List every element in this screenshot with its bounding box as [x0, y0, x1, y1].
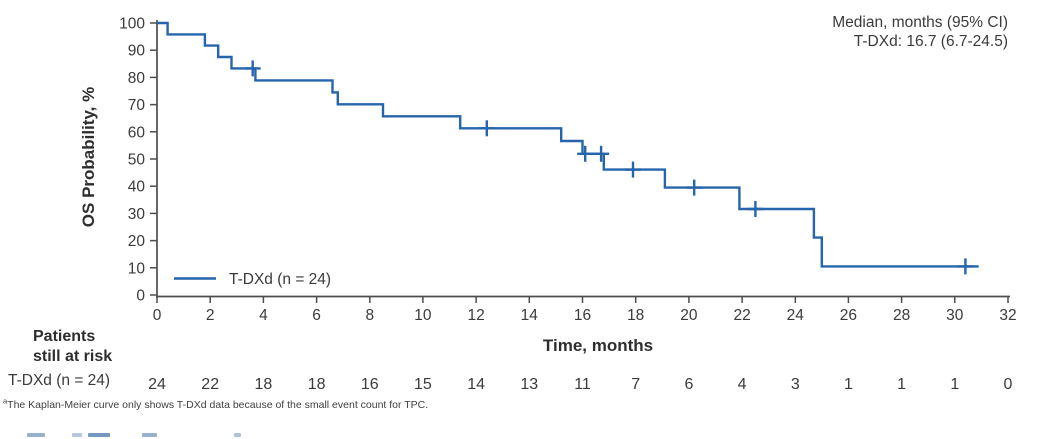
median-annotation-header: Median, months (95% CI): [832, 14, 1008, 31]
clipped-heading-fragment: [27, 433, 45, 437]
x-tick-label: 6: [312, 307, 321, 324]
x-tick-label: 10: [414, 307, 432, 324]
at-risk-value: 11: [574, 376, 591, 393]
y-tick-label: 0: [136, 288, 145, 305]
at-risk-header: Patients still at risk: [33, 327, 112, 366]
at-risk-value: 22: [201, 376, 219, 393]
at-risk-row-label: T-DXd (n = 24): [8, 372, 111, 389]
y-tick-label: 30: [128, 206, 146, 223]
at-risk-value: 1: [950, 376, 959, 393]
at-risk-value: 7: [631, 376, 640, 393]
x-tick-label: 32: [999, 307, 1016, 324]
at-risk-value: 18: [308, 376, 326, 393]
at-risk-value: 0: [1004, 376, 1013, 393]
at-risk-value: 14: [467, 376, 485, 393]
at-risk-value: 16: [361, 376, 379, 393]
at-risk-header-line1: Patients: [33, 328, 96, 345]
footnote-text: The Kaplan-Meier curve only shows T-DXd …: [7, 399, 429, 411]
x-tick-label: 2: [206, 307, 215, 324]
clipped-heading-fragment: [88, 433, 110, 437]
km-curve: [157, 21, 979, 268]
x-tick-label: 26: [840, 307, 857, 324]
x-tick-label: 20: [680, 307, 698, 324]
x-tick-label: 28: [893, 307, 910, 324]
y-tick-label: 80: [128, 70, 146, 87]
y-tick-label: 20: [128, 233, 146, 250]
legend-label: T-DXd (n = 24): [229, 271, 331, 288]
clipped-heading-fragment: [142, 433, 157, 437]
x-tick-label: 8: [365, 307, 374, 324]
y-tick-label: 90: [128, 43, 146, 60]
y-tick-label: 100: [119, 16, 145, 33]
x-tick-label: 18: [627, 307, 644, 324]
y-tick-label: 70: [128, 97, 146, 114]
at-risk-value: 24: [148, 376, 166, 393]
at-risk-value: 1: [897, 376, 906, 393]
footnote: aThe Kaplan-Meier curve only shows T-DXd…: [3, 396, 429, 411]
x-axis-title: Time, months: [542, 336, 654, 355]
x-tick-label: 16: [574, 307, 591, 324]
y-tick-label: 10: [128, 260, 146, 277]
y-tick-label: 40: [128, 179, 146, 196]
at-risk-value: 15: [414, 376, 432, 393]
at-risk-header-line2: still at risk: [33, 347, 113, 365]
clipped-heading-fragment: [72, 433, 82, 437]
at-risk-value: 3: [791, 376, 800, 393]
x-tick-label: 0: [153, 307, 162, 324]
at-risk-value: 18: [255, 376, 273, 393]
x-tick-label: 12: [467, 307, 484, 324]
y-tick-label: 60: [128, 124, 146, 141]
x-tick-label: 24: [787, 307, 805, 324]
x-tick-label: 22: [733, 307, 750, 324]
at-risk-value: 4: [738, 376, 747, 393]
footnote-marker: a: [3, 396, 8, 406]
x-tick-label: 4: [259, 307, 268, 324]
clipped-heading-fragment: [234, 433, 241, 437]
median-annotation-value: T-DXd: 16.7 (6.7-24.5): [853, 33, 1008, 50]
y-tick-label: 50: [128, 152, 146, 169]
x-tick-label: 30: [946, 307, 964, 324]
at-risk-value: 13: [520, 376, 538, 393]
at-risk-value: 6: [684, 376, 693, 393]
x-tick-label: 14: [521, 307, 539, 324]
y-axis-title: OS Probability, %: [79, 86, 98, 228]
median-annotation: Median, months (95% CI) T-DXd: 16.7 (6.7…: [832, 13, 1008, 51]
at-risk-value: 1: [844, 376, 853, 393]
